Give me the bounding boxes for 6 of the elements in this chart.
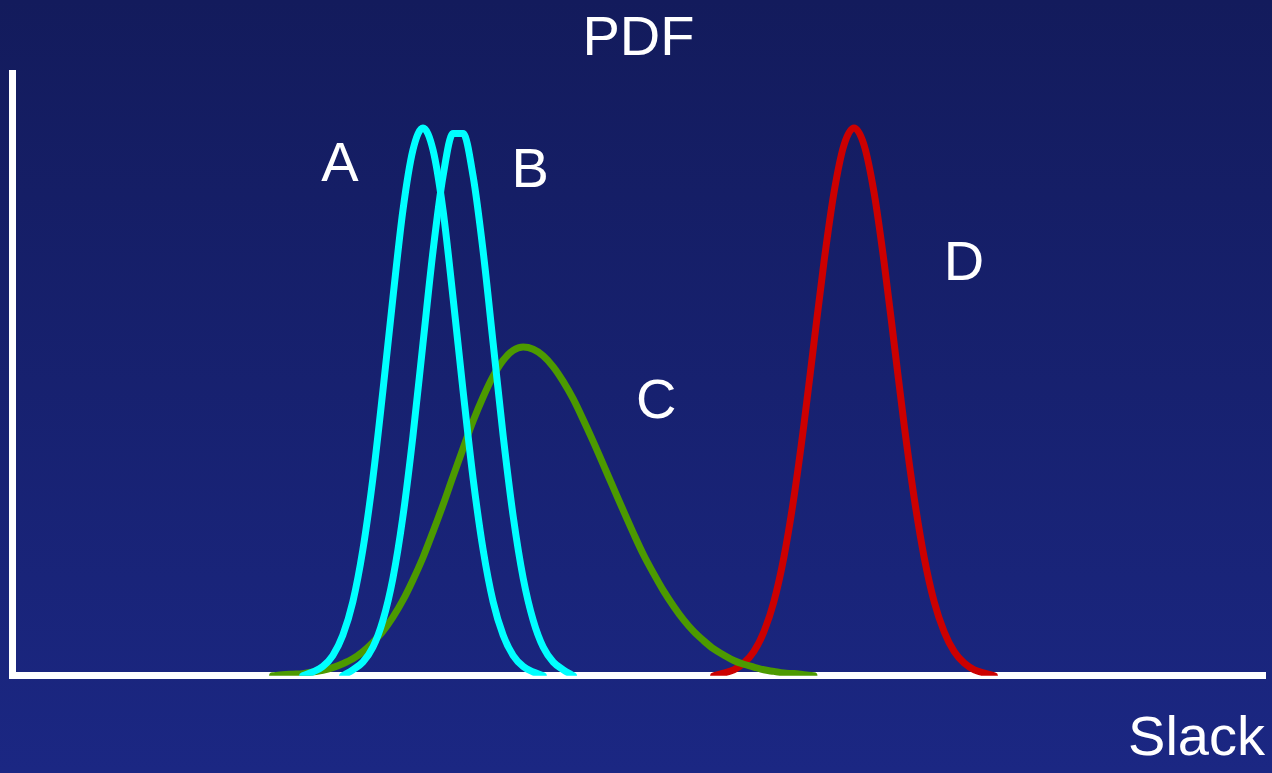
series-label: B — [511, 135, 549, 199]
series-label: D — [943, 229, 985, 293]
chart-title: PDF — [582, 4, 695, 68]
series-label: C — [636, 366, 677, 430]
x-axis-title: Slack — [1128, 703, 1266, 767]
series-label: A — [321, 130, 360, 194]
